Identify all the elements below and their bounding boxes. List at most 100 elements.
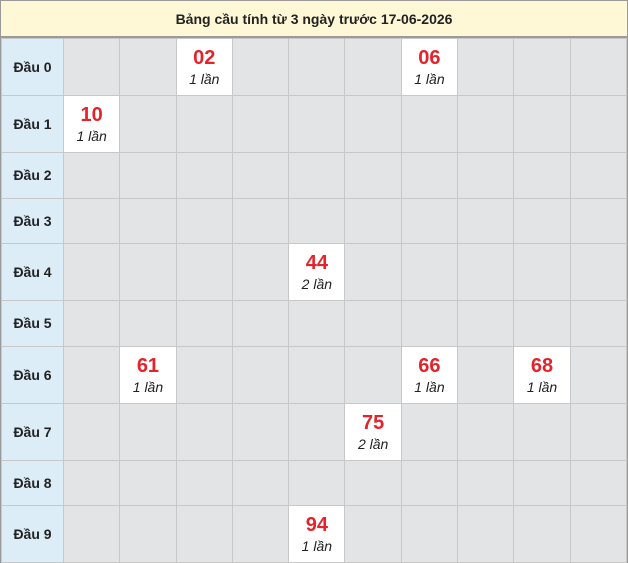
cell xyxy=(344,197,402,245)
cell xyxy=(513,243,571,302)
cell-count: 1 lần xyxy=(301,538,333,555)
cell xyxy=(119,95,177,153)
cell: 61 1 lần xyxy=(119,345,177,404)
table-row: Đầu 3 xyxy=(1,197,628,245)
cell xyxy=(231,243,290,302)
cell xyxy=(62,459,121,507)
cell xyxy=(569,345,628,404)
cell xyxy=(569,152,628,199)
cell xyxy=(513,95,571,153)
cell xyxy=(569,300,628,347)
cell xyxy=(400,300,459,347)
cell: 02 1 lần xyxy=(175,38,233,96)
cell xyxy=(344,505,402,563)
table-row: Đầu 9 94 1 lần xyxy=(1,505,628,563)
cell xyxy=(344,38,402,96)
cell xyxy=(119,459,177,507)
cell xyxy=(119,243,177,302)
cell xyxy=(457,95,515,153)
cell xyxy=(119,300,177,347)
cell xyxy=(175,345,233,404)
cell xyxy=(175,300,233,347)
table-row: Đầu 5 xyxy=(1,300,628,347)
cell xyxy=(175,402,233,461)
cell xyxy=(119,505,177,563)
cell xyxy=(231,345,290,404)
cell xyxy=(231,300,290,347)
cell xyxy=(62,300,121,347)
cell-count: 1 lần xyxy=(132,378,164,395)
cell xyxy=(175,459,233,507)
cell xyxy=(288,95,346,153)
cell: 06 1 lần xyxy=(400,38,459,96)
cell-count: 1 lần xyxy=(189,71,220,87)
cell-count: 1 lần xyxy=(526,378,558,395)
cell xyxy=(62,38,121,96)
cell-count: 2 lần xyxy=(357,435,389,452)
cell-count: 1 lần xyxy=(414,378,445,395)
cell xyxy=(62,243,121,302)
cell xyxy=(288,152,346,199)
cell-number: 75 xyxy=(362,411,385,434)
cell xyxy=(569,95,628,153)
cell xyxy=(457,505,515,563)
cell xyxy=(400,152,459,199)
cell xyxy=(513,300,571,347)
cell xyxy=(457,38,515,96)
cell xyxy=(344,243,402,302)
cell xyxy=(231,505,290,563)
cell xyxy=(513,505,571,563)
cell-number: 66 xyxy=(418,354,441,377)
cell xyxy=(400,95,459,153)
cell xyxy=(400,505,459,563)
cell: 68 1 lần xyxy=(513,345,571,404)
cell xyxy=(344,345,402,404)
cell xyxy=(457,243,515,302)
cell xyxy=(231,402,290,461)
table-row: Đầu 2 xyxy=(1,152,628,199)
row-label: Đầu 5 xyxy=(1,300,64,347)
row-label: Đầu 9 xyxy=(1,505,64,563)
cell xyxy=(231,95,290,153)
cell xyxy=(119,197,177,245)
row-label: Đầu 1 xyxy=(1,95,64,153)
cell-number: 06 xyxy=(418,47,441,69)
cell xyxy=(62,402,121,461)
cell xyxy=(569,459,628,507)
table-row: Đầu 6 61 1 lần 66 1 lần 68 1 lần xyxy=(1,345,628,404)
cell-number: 10 xyxy=(80,104,103,126)
cell xyxy=(513,197,571,245)
cell xyxy=(457,300,515,347)
cell xyxy=(288,300,346,347)
row-label: Đầu 3 xyxy=(1,197,64,245)
cell-number: 61 xyxy=(136,354,160,377)
cell xyxy=(62,505,121,563)
cell: 94 1 lần xyxy=(288,505,346,563)
cell xyxy=(175,197,233,245)
cell xyxy=(62,197,121,245)
row-label: Đầu 6 xyxy=(1,345,64,404)
cell xyxy=(400,197,459,245)
cell xyxy=(288,197,346,245)
table: Đầu 0 02 1 lần 06 1 lần Đầu 1 10 1 lần Đầu 2 Đầu … xyxy=(1,38,628,563)
cell-number: 02 xyxy=(193,47,216,69)
cell xyxy=(513,152,571,199)
cell xyxy=(119,38,177,96)
cell xyxy=(513,38,571,96)
cell xyxy=(175,505,233,563)
row-label: Đầu 8 xyxy=(1,459,64,507)
cell xyxy=(62,152,121,199)
cell-count: 1 lần xyxy=(414,71,445,87)
cell xyxy=(457,152,515,199)
cell xyxy=(569,197,628,245)
cell xyxy=(569,505,628,563)
cell xyxy=(231,459,290,507)
cell xyxy=(175,243,233,302)
cell xyxy=(569,402,628,461)
cell xyxy=(288,402,346,461)
cell xyxy=(231,38,290,96)
cell-number: 94 xyxy=(305,514,328,537)
cell xyxy=(400,243,459,302)
cell xyxy=(457,197,515,245)
cell: 44 2 lần xyxy=(288,243,346,302)
